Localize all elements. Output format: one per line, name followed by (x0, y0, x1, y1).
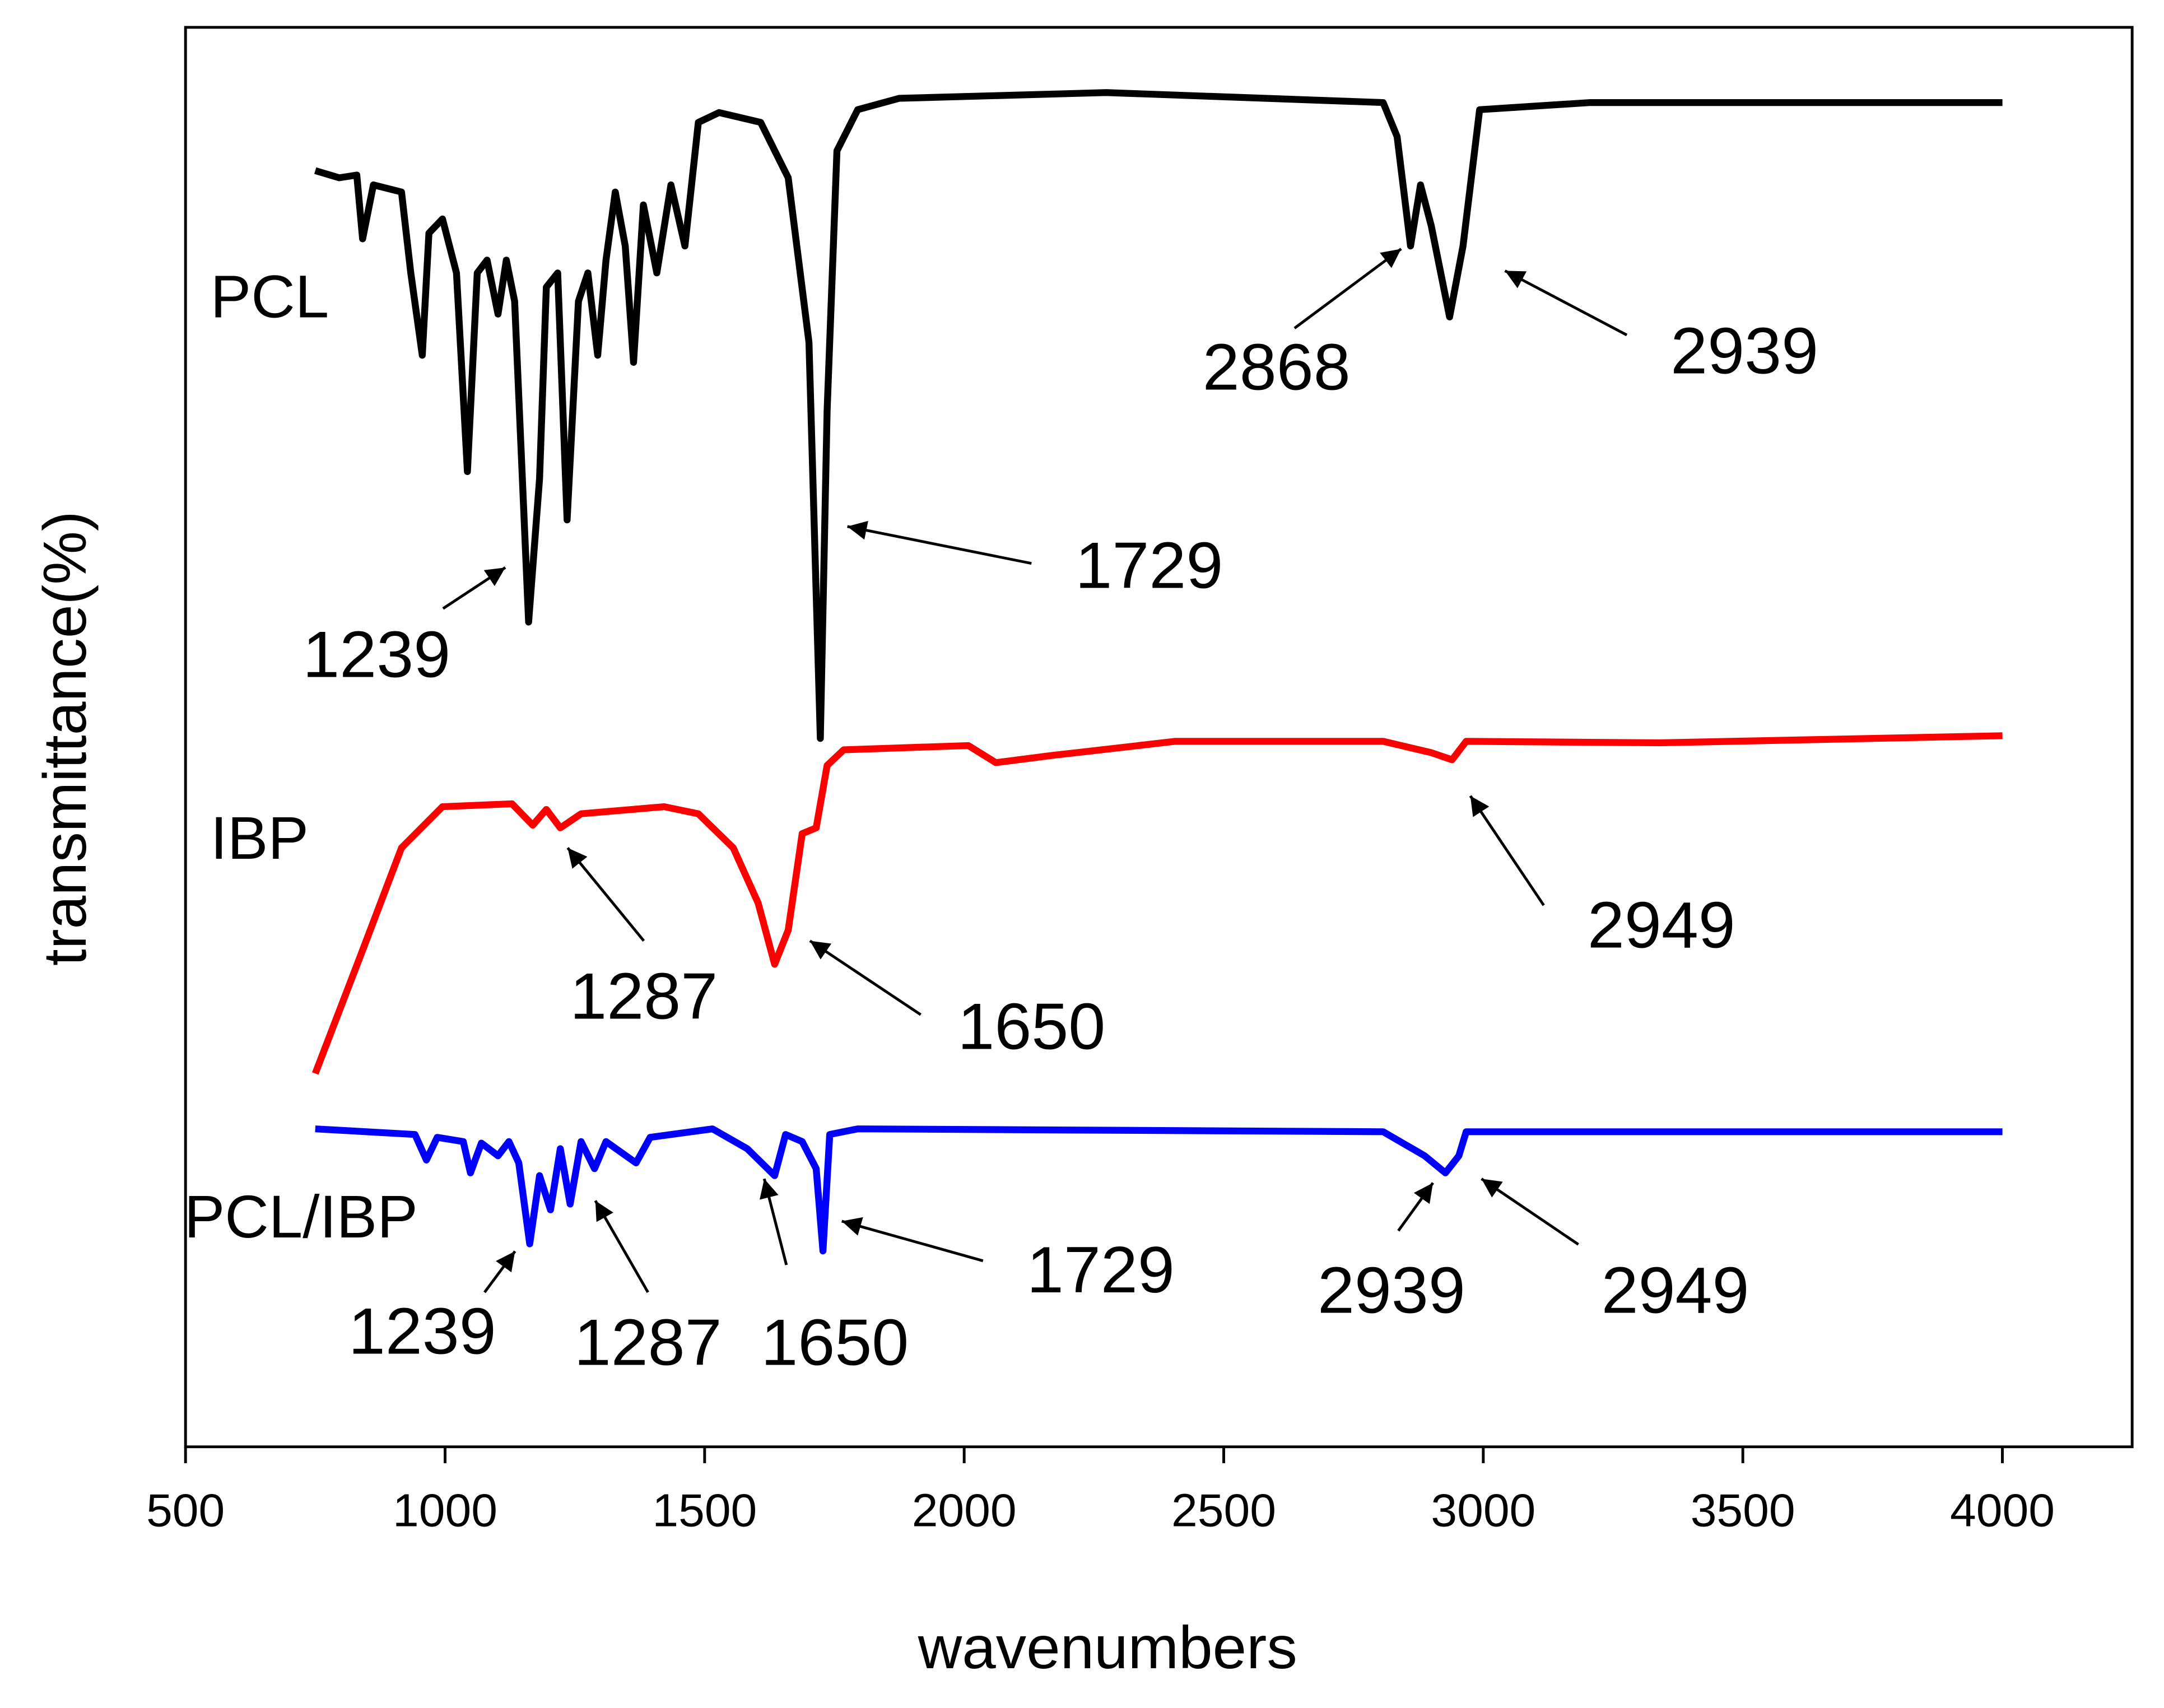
annotation-arrow (1481, 1178, 1579, 1246)
x-tick-label: 2000 (912, 1484, 1017, 1536)
x-tick-label: 500 (146, 1484, 225, 1536)
annotation-arrow (841, 1217, 984, 1263)
annotation: 2939 (1318, 1253, 1465, 1327)
annotation: 1239 (348, 1294, 496, 1367)
annotation-arrow (1504, 269, 1628, 337)
annotation: 1239 (303, 617, 450, 691)
annotation: 2949 (1588, 888, 1735, 961)
series-label: IBP (211, 804, 309, 872)
x-tick-label: 3000 (1431, 1484, 1535, 1536)
annotation-arrow (809, 939, 922, 1016)
x-tick-label: 3500 (1691, 1484, 1795, 1536)
x-tick-label: 2500 (1171, 1484, 1276, 1536)
annotation-arrow (1293, 248, 1402, 329)
x-tick-label: 1500 (652, 1484, 757, 1536)
series-label: PCL (211, 263, 329, 330)
annotation: 1650 (957, 989, 1105, 1063)
spectrum-line (311, 732, 2003, 1075)
annotation: 1729 (1027, 1233, 1175, 1306)
annotation-arrow (483, 1250, 516, 1293)
x-tick-label: 4000 (1950, 1484, 2055, 1536)
x-tick-label: 1000 (393, 1484, 497, 1536)
annotation-arrow (1397, 1182, 1435, 1232)
spectrum-line (314, 89, 2003, 742)
annotation: 1287 (574, 1305, 722, 1379)
annotation: 2939 (1670, 314, 1818, 387)
annotation-arrow (847, 520, 1032, 565)
annotation: 2868 (1203, 330, 1351, 403)
annotation: 2949 (1602, 1253, 1749, 1327)
annotation: 1650 (761, 1305, 909, 1379)
annotation-arrow (760, 1178, 788, 1265)
annotation-arrow (1469, 795, 1545, 906)
annotation-arrow (566, 846, 645, 942)
plot-frame (184, 26, 2134, 1449)
annotation: 1729 (1075, 528, 1223, 602)
series-label: PCL/IBP (184, 1183, 418, 1250)
annotation-arrow (442, 566, 506, 610)
annotation-arrow (594, 1200, 649, 1293)
x-axis-label: wavenumbers (918, 1614, 1297, 1681)
spectrum-line (315, 1125, 2003, 1255)
annotation: 1287 (570, 959, 718, 1032)
y-axis-label: transmittance(%) (31, 511, 99, 966)
